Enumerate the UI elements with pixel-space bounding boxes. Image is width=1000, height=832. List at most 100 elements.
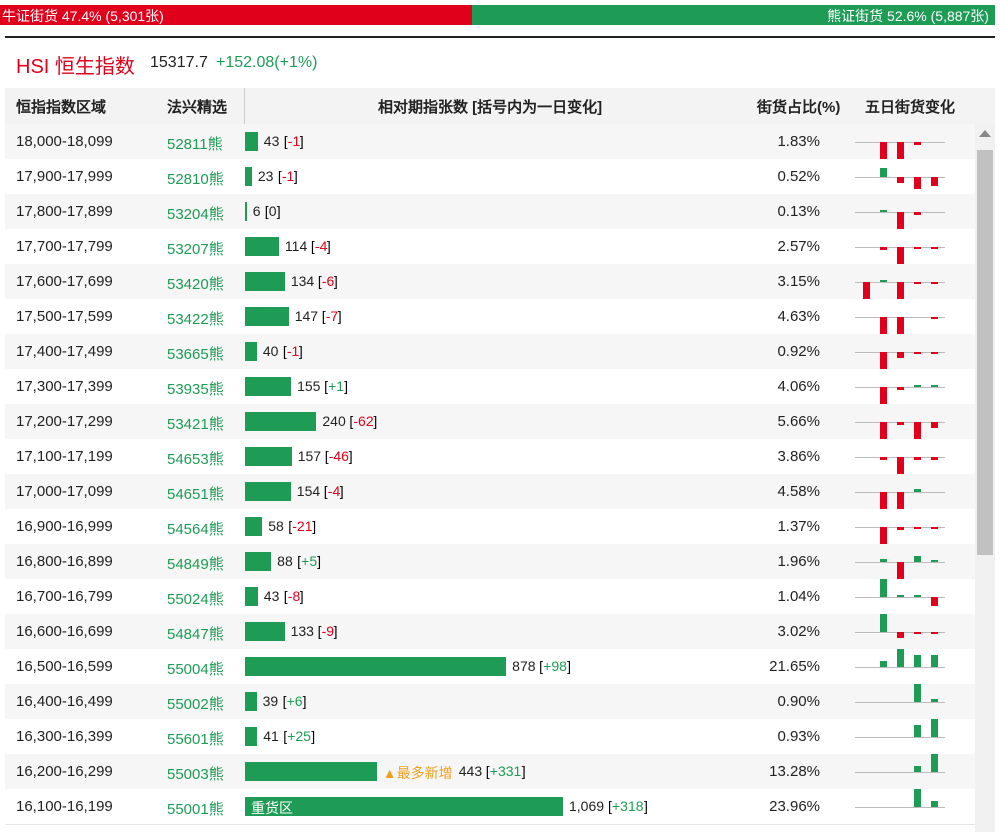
count-label: 40 <box>262 343 279 359</box>
count-label: 88 <box>277 553 293 569</box>
bracket: ] <box>333 623 338 639</box>
day-change: 0 <box>268 203 277 219</box>
bracket: ] <box>311 728 316 744</box>
pct: 4.63% <box>777 308 820 325</box>
tag-after: ▲最多新增 <box>382 765 453 781</box>
table-row: 17,000-17,099 54651熊 154[-4] 4.58% <box>5 474 975 510</box>
range: 16,800-16,899 <box>16 553 113 570</box>
warrant-code[interactable]: 55024熊 <box>167 591 224 608</box>
warrant-code[interactable]: 52811熊 <box>167 136 223 153</box>
bracket: ] <box>521 763 526 779</box>
warrant-code[interactable]: 55002熊 <box>167 696 224 713</box>
bracket: ] <box>337 308 342 324</box>
day-change: -7 <box>325 308 339 324</box>
day-change: +318 <box>612 798 644 814</box>
mini-bar <box>897 595 904 597</box>
pct: 0.92% <box>777 343 820 360</box>
table-row: 16,900-16,999 54564熊 58[-21] 1.37% <box>5 509 975 545</box>
bracket: ] <box>312 518 317 534</box>
table-row: 17,900-17,999 52810熊 23[-1] 0.52% <box>5 159 975 195</box>
bracket: [ <box>282 343 287 359</box>
mini-bar <box>931 632 938 634</box>
warrant-code[interactable]: 55601熊 <box>167 731 224 748</box>
pct: 1.96% <box>777 553 820 570</box>
pct: 2.57% <box>777 238 820 255</box>
bracket: ] <box>644 798 648 814</box>
day-change: -1 <box>286 343 300 359</box>
warrant-code[interactable]: 55004熊 <box>167 661 224 678</box>
range: 17,800-17,899 <box>16 203 113 220</box>
mini-bar <box>931 317 938 319</box>
title: HSI 恒生指数 <box>16 56 135 78</box>
mini-bar <box>880 492 887 510</box>
count-label: 39 <box>262 693 279 709</box>
warrant-code[interactable]: 53421熊 <box>167 416 224 433</box>
column-header: 街货占比(%) <box>757 99 841 116</box>
bull-text: 牛证街货 47.4% (5,301张) <box>2 8 164 24</box>
range: 16,100-16,199 <box>16 798 113 815</box>
day-change: -62 <box>353 413 374 429</box>
bracket: [ <box>321 308 326 324</box>
warrant-code[interactable]: 54849熊 <box>167 556 224 573</box>
count-bar <box>245 517 263 536</box>
warrant-code[interactable]: 54651熊 <box>167 486 224 503</box>
warrant-code[interactable]: 54564熊 <box>167 521 224 538</box>
pct: 0.52% <box>777 168 820 185</box>
index-change: +152.08(+1%) <box>216 54 318 71</box>
warrant-code[interactable]: 53420熊 <box>167 276 224 293</box>
count-label: 6 <box>252 203 261 219</box>
mini-bar <box>880 168 887 177</box>
rule <box>5 36 995 38</box>
range: 18,000-18,099 <box>16 133 113 150</box>
mini-bar <box>897 422 904 425</box>
warrant-code[interactable]: 52810熊 <box>167 171 224 188</box>
mini-bar <box>914 352 921 354</box>
count-label: 1,069 <box>569 798 605 814</box>
mini-bar <box>880 422 887 440</box>
day-change: -9 <box>321 623 335 639</box>
mini-bar <box>880 661 887 667</box>
day-change: -8 <box>287 588 301 604</box>
pct: 0.90% <box>777 693 820 710</box>
table-row: 16,600-16,699 54847熊 133[-9] 3.02% <box>5 614 975 650</box>
col-sep <box>244 88 245 124</box>
warrant-code[interactable]: 55001熊 <box>167 801 224 818</box>
range: 17,700-17,799 <box>16 238 113 255</box>
count-bar <box>245 762 377 781</box>
bracket: [ <box>297 553 302 569</box>
mini-bar <box>931 385 938 387</box>
bracket: [ <box>283 133 288 149</box>
range: 17,900-17,999 <box>16 168 113 185</box>
tag-inside: 重货区 <box>251 800 293 816</box>
warrant-code[interactable]: 53207熊 <box>167 241 224 258</box>
table-row: 17,200-17,299 53421熊 240[-62] 5.66% <box>5 404 975 440</box>
warrant-code[interactable]: 54847熊 <box>167 626 224 643</box>
bracket: ] <box>298 343 303 359</box>
mini-bar <box>897 282 904 300</box>
mini-bar <box>897 212 904 230</box>
bull-bar: 牛证街货 47.4% (5,301张) <box>0 5 472 25</box>
range: 17,000-17,099 <box>16 483 113 500</box>
mini-bar <box>914 527 921 529</box>
warrant-code[interactable]: 53204熊 <box>167 206 224 223</box>
range: 17,300-17,399 <box>16 378 113 395</box>
mini-bar <box>931 457 938 460</box>
table-row: 16,200-16,299 55003熊 ▲最多新增 443[+331] 13.28% <box>5 754 975 790</box>
count-bar: 重货区 <box>245 797 563 816</box>
mini-bar <box>914 632 921 634</box>
warrant-code[interactable]: 53422熊 <box>167 311 224 328</box>
mini-bar <box>880 280 887 282</box>
day-change: +25 <box>287 728 311 744</box>
mini-bar <box>914 766 921 772</box>
warrant-code[interactable]: 55003熊 <box>167 766 224 783</box>
warrant-code[interactable]: 53935熊 <box>167 381 224 398</box>
warrant-code[interactable]: 53665熊 <box>167 346 224 363</box>
bracket: [ <box>324 448 329 464</box>
bracket: [ <box>317 273 322 289</box>
table-row: 17,400-17,499 53665熊 40[-1] 0.92% <box>5 334 975 370</box>
warrant-code[interactable]: 54653熊 <box>167 451 224 468</box>
pct: 1.04% <box>777 588 820 605</box>
bracket: [ <box>324 378 328 394</box>
pct: 1.37% <box>777 518 820 535</box>
pct: 13.28% <box>769 763 820 780</box>
